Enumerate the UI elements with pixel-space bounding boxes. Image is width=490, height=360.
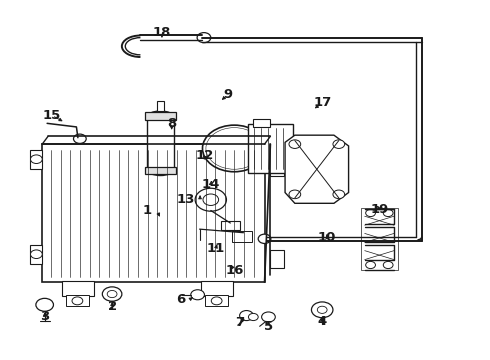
Circle shape	[213, 133, 255, 164]
Circle shape	[289, 190, 301, 199]
Circle shape	[202, 125, 266, 172]
Circle shape	[102, 287, 122, 301]
Text: 12: 12	[196, 149, 214, 162]
Circle shape	[312, 302, 333, 318]
Circle shape	[74, 134, 86, 143]
Polygon shape	[285, 135, 348, 203]
Circle shape	[228, 144, 240, 153]
Circle shape	[195, 188, 226, 211]
Bar	[220, 221, 240, 230]
Circle shape	[211, 297, 222, 305]
Bar	[30, 149, 42, 169]
Text: 8: 8	[167, 117, 176, 130]
Circle shape	[383, 261, 393, 269]
Circle shape	[107, 291, 117, 298]
Text: 1: 1	[143, 204, 152, 217]
Circle shape	[220, 138, 248, 158]
Circle shape	[208, 130, 260, 167]
Text: 10: 10	[318, 231, 336, 244]
Circle shape	[36, 298, 53, 311]
Bar	[232, 231, 252, 242]
Bar	[201, 282, 233, 296]
Bar	[361, 208, 398, 270]
Circle shape	[289, 140, 301, 148]
Circle shape	[197, 33, 211, 42]
Text: 9: 9	[223, 88, 232, 101]
Bar	[145, 167, 176, 174]
Bar	[42, 144, 265, 282]
Text: 3: 3	[40, 310, 49, 324]
Text: 6: 6	[176, 293, 185, 306]
Bar	[157, 101, 164, 111]
Circle shape	[366, 210, 375, 217]
Text: 14: 14	[201, 178, 220, 191]
Circle shape	[258, 234, 271, 243]
Text: 16: 16	[225, 264, 244, 277]
Circle shape	[203, 194, 219, 206]
Circle shape	[211, 131, 258, 166]
Text: 19: 19	[370, 203, 389, 216]
Text: 4: 4	[318, 315, 327, 328]
Circle shape	[318, 306, 327, 314]
Text: 18: 18	[153, 26, 171, 39]
Circle shape	[262, 312, 275, 322]
Circle shape	[333, 140, 344, 148]
Bar	[253, 119, 270, 127]
Circle shape	[30, 250, 42, 258]
Bar	[147, 117, 174, 169]
Bar	[270, 250, 284, 268]
Text: 17: 17	[313, 96, 331, 109]
Text: 13: 13	[177, 193, 195, 206]
Circle shape	[191, 290, 204, 300]
Text: 11: 11	[207, 242, 225, 255]
Circle shape	[240, 311, 253, 320]
Circle shape	[72, 297, 83, 305]
Text: 7: 7	[236, 316, 245, 329]
Bar	[145, 112, 176, 120]
Circle shape	[366, 261, 375, 269]
Bar	[270, 158, 284, 176]
Text: 15: 15	[43, 109, 61, 122]
Bar	[248, 125, 293, 173]
Circle shape	[216, 135, 253, 162]
Circle shape	[383, 210, 393, 217]
Text: 5: 5	[264, 320, 273, 333]
Bar	[30, 244, 42, 264]
Bar	[66, 296, 89, 306]
Circle shape	[248, 314, 258, 320]
Circle shape	[206, 128, 263, 169]
Text: 2: 2	[107, 300, 117, 313]
Bar	[62, 282, 94, 296]
Circle shape	[333, 190, 344, 199]
Circle shape	[30, 155, 42, 163]
Bar	[205, 296, 228, 306]
